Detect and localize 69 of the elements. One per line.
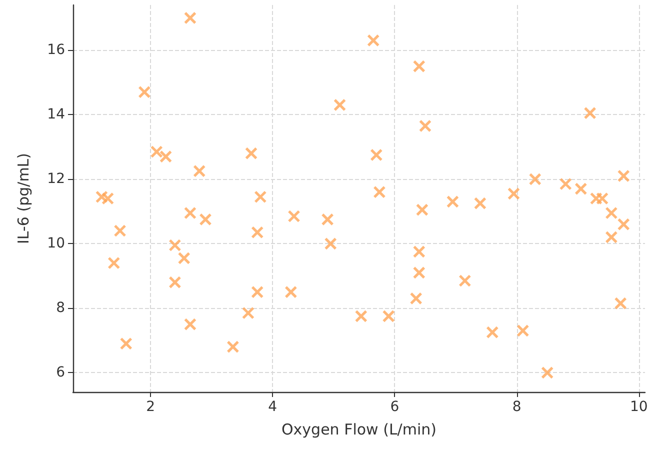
x-tick-label: 4 (268, 399, 278, 415)
point (605, 230, 618, 244)
point (410, 292, 422, 305)
x-tick-label: 6 (390, 399, 400, 415)
point (159, 150, 172, 163)
point (516, 324, 530, 338)
point (382, 310, 395, 323)
x-tick-label: 2 (146, 399, 155, 415)
y-tick-label: 12 (47, 171, 65, 188)
point (596, 192, 609, 205)
point (324, 237, 337, 250)
y-tick-label: 8 (56, 300, 65, 316)
point (254, 190, 267, 204)
point (559, 178, 572, 190)
point (474, 197, 486, 210)
x-tick-label: 10 (630, 399, 648, 415)
point (193, 164, 206, 178)
point (574, 182, 588, 196)
point (178, 252, 190, 264)
point (416, 203, 428, 216)
point (108, 256, 120, 270)
point (284, 286, 298, 298)
point (168, 238, 182, 252)
point (486, 326, 499, 339)
y-tick-label: 16 (47, 42, 66, 58)
point (412, 266, 426, 279)
point (288, 210, 300, 223)
point (528, 172, 542, 186)
point (370, 148, 383, 162)
point (590, 192, 602, 205)
point (541, 366, 554, 379)
point (418, 120, 432, 132)
point (184, 318, 197, 331)
point (184, 206, 197, 220)
point (614, 297, 627, 310)
point (114, 224, 126, 238)
point (95, 190, 108, 204)
point (251, 286, 264, 298)
point (199, 213, 212, 226)
y-tick-label: 10 (47, 236, 65, 252)
y-axis-title: IL-6 (pg/mL) (14, 152, 32, 244)
y-tick-label: 14 (47, 106, 66, 123)
point (226, 340, 240, 354)
point (242, 306, 254, 320)
point (251, 226, 264, 239)
point (412, 60, 426, 73)
point (617, 218, 630, 231)
point (138, 86, 151, 98)
point (244, 147, 258, 160)
y-tick-label: 6 (56, 364, 66, 381)
point (354, 310, 368, 323)
point (605, 206, 618, 220)
point (101, 192, 114, 205)
point (120, 337, 132, 350)
point (507, 187, 520, 200)
point (458, 274, 472, 288)
point (373, 186, 386, 198)
x-tick-label: 8 (512, 399, 522, 415)
point (150, 145, 163, 158)
point (367, 34, 380, 47)
point (584, 106, 596, 120)
point (321, 213, 334, 226)
x-axis-title: Oxygen Flow (L/min) (282, 420, 436, 438)
point (168, 276, 182, 289)
point (333, 98, 346, 112)
point (617, 170, 630, 182)
point (412, 245, 426, 258)
point (184, 12, 197, 24)
point (446, 195, 460, 208)
